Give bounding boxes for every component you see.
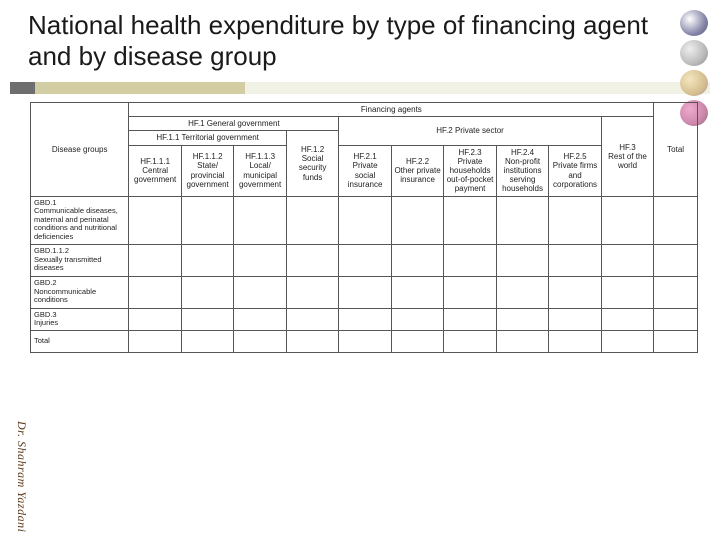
col-hf12: HF.1.2 Social security funds bbox=[286, 131, 338, 196]
sphere-icon bbox=[680, 40, 708, 66]
expenditure-table-wrap: Disease groups Financing agents Total HF… bbox=[30, 102, 698, 353]
col-hf25: HF.2.5Private firms and corporations bbox=[549, 145, 601, 196]
header-row-1: Disease groups Financing agents Total bbox=[31, 103, 698, 117]
row-label-gbd3: GBD.3Injuries bbox=[31, 308, 129, 330]
disease-groups-header: Disease groups bbox=[31, 103, 129, 197]
header-row-4: HF.1.1.1Central government HF.1.1.2State… bbox=[31, 145, 698, 196]
table-row: Total bbox=[31, 330, 698, 352]
page-title: National health expenditure by type of f… bbox=[28, 10, 650, 72]
hf2-header: HF.2 Private sector bbox=[339, 117, 601, 145]
col-hf112: HF.1.1.2State/ provincial government bbox=[181, 145, 233, 196]
hf11-header: HF.1.1 Territorial government bbox=[129, 131, 286, 145]
col-hf21: HF.2.1Private social insurance bbox=[339, 145, 391, 196]
shell-icon bbox=[680, 70, 708, 96]
financing-agents-header: Financing agents bbox=[129, 103, 654, 117]
author-credit: Dr. Shahram Yazdani bbox=[14, 421, 29, 532]
hf1-header: HF.1 General government bbox=[129, 117, 339, 131]
title-block: National health expenditure by type of f… bbox=[28, 10, 650, 72]
col-hf23: HF.2.3Private households out-of-pocket p… bbox=[444, 145, 496, 196]
col-hf111: HF.1.1.1Central government bbox=[129, 145, 181, 196]
row-label-gbd1: GBD.1Communicable diseases, maternal and… bbox=[31, 196, 129, 244]
table-row: GBD.3Injuries bbox=[31, 308, 698, 330]
header-row-2: HF.1 General government HF.2 Private sec… bbox=[31, 117, 698, 131]
col-hf24: HF.2.4Non-profit institutions serving ho… bbox=[496, 145, 548, 196]
table-row: GBD.1.1.2Sexually transmitted diseases bbox=[31, 244, 698, 276]
table-row: GBD.1Communicable diseases, maternal and… bbox=[31, 196, 698, 244]
total-header: Total bbox=[654, 103, 698, 197]
table-row: GBD.2Noncommunicable conditions bbox=[31, 276, 698, 308]
col-hf113: HF.1.1.3Local/ municipal government bbox=[234, 145, 286, 196]
row-label-total: Total bbox=[31, 330, 129, 352]
col-hf3: HF.3 Rest of the world bbox=[601, 117, 653, 196]
col-hf22: HF.2.2Other private insurance bbox=[391, 145, 443, 196]
row-label-gbd112: GBD.1.1.2Sexually transmitted diseases bbox=[31, 244, 129, 276]
row-label-gbd2: GBD.2Noncommunicable conditions bbox=[31, 276, 129, 308]
globe-icon bbox=[680, 10, 708, 36]
expenditure-table: Disease groups Financing agents Total HF… bbox=[30, 102, 698, 353]
title-underline bbox=[10, 82, 710, 94]
